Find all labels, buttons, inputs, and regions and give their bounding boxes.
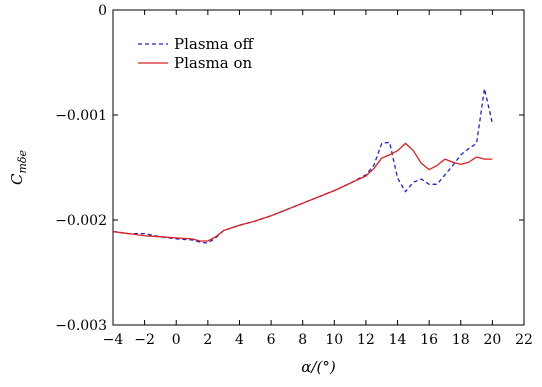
- y-tick-label: 0: [98, 3, 107, 19]
- x-tick-label: 12: [357, 332, 375, 348]
- x-tick-label: 2: [203, 332, 212, 348]
- x-tick-label: 22: [515, 332, 533, 348]
- x-tick-label: 10: [325, 332, 343, 348]
- x-axis-label: α/(°): [301, 358, 336, 376]
- series-line-plasma-off: [112, 88, 494, 244]
- x-tick-label: 14: [389, 332, 407, 348]
- y-tick-label: −0.002: [55, 213, 107, 229]
- y-axis-label-sub: mδe: [16, 149, 29, 173]
- x-tick-label: 6: [267, 332, 276, 348]
- y-axis-label: Cmδe: [8, 149, 29, 185]
- x-tick-label: 4: [235, 332, 244, 348]
- series-layer: [112, 88, 494, 244]
- y-tick-label: −0.003: [55, 318, 107, 334]
- plot-area: −4 −2 0 2 4 6 8 10 12 14 16 18 20 22 0 −0.001 −0.002 −0.0…: [55, 3, 533, 348]
- legend-label: Plasma on: [174, 54, 252, 72]
- x-tick-label: −2: [134, 332, 155, 348]
- tick-layer: −4 −2 0 2 4 6 8 10 12 14 16 18 20 22 0 −0.001 −0.002 −0.0…: [55, 3, 533, 348]
- series-line-plasma-on: [112, 142, 493, 242]
- x-tick-label: 0: [172, 332, 181, 348]
- legend-label: Plasma off: [174, 35, 254, 53]
- x-tick-label: 18: [452, 332, 470, 348]
- plot-frame: [112, 9, 525, 326]
- y-axis-label-main: C: [8, 173, 26, 185]
- y-tick-label: −0.001: [55, 108, 107, 124]
- x-tick-label: 20: [483, 332, 501, 348]
- x-tick-label: 8: [298, 332, 307, 348]
- x-tick-label: 16: [420, 332, 438, 348]
- x-tick-label: −4: [103, 332, 124, 348]
